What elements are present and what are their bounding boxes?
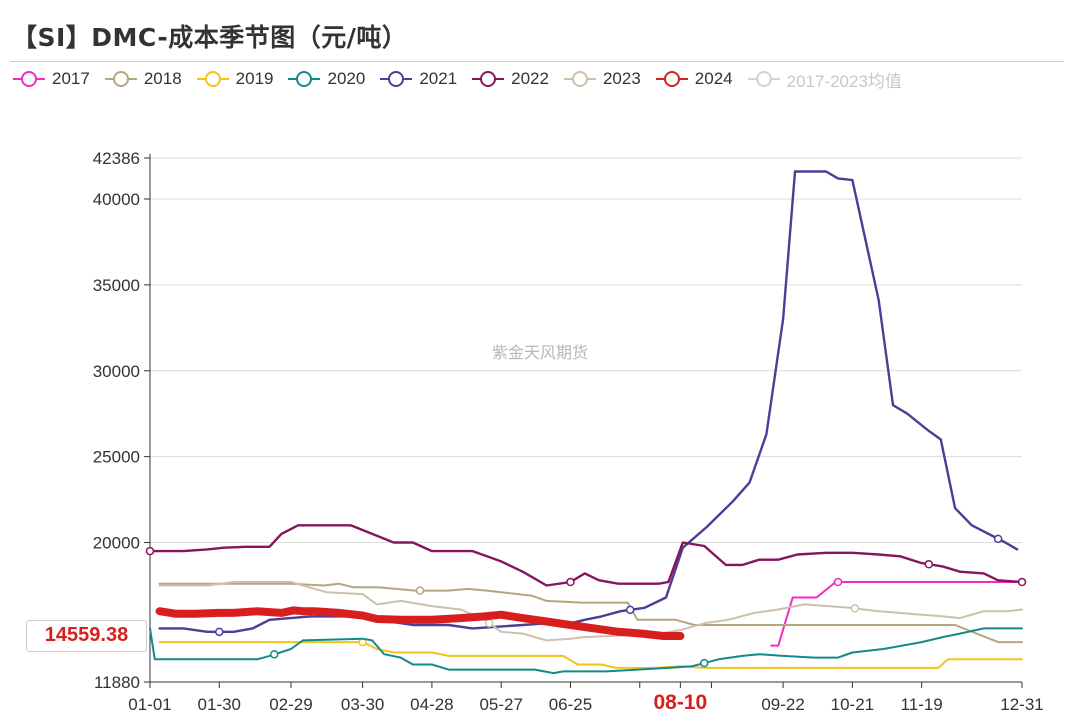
y-tick-label: 35000 [93, 276, 140, 295]
legend-item-2020[interactable]: 2020 [287, 69, 365, 89]
series-point-2021[interactable] [215, 627, 224, 637]
series-2018 [158, 582, 1023, 644]
series-line-2018[interactable] [158, 582, 1023, 644]
y-pointer-value: 14559.38 [44, 624, 129, 647]
x-tick-label: 09-22 [761, 695, 804, 714]
x-tick-label: 12-31 [1000, 695, 1043, 714]
series-2023 [158, 581, 1023, 642]
series-line-2020[interactable] [149, 627, 1023, 675]
series-point-2018[interactable] [415, 586, 425, 595]
y-axis: 11880 20000 25000 30000 35000 40000 42386 [93, 149, 151, 692]
legend-label: 2017-2023均值 [786, 71, 902, 91]
y-tick-label: 40000 [93, 190, 140, 209]
legend-label: 2017 [52, 69, 90, 88]
legend-line-marker-icon [747, 71, 780, 87]
legend-item-2023[interactable]: 2023 [563, 69, 641, 89]
series-line-2019[interactable] [158, 641, 1023, 669]
legend-item-2017-2023均值[interactable]: 2017-2023均值 [747, 67, 902, 92]
series-2017 [770, 577, 1023, 647]
legend-label: 2020 [327, 69, 366, 88]
title-divider [10, 61, 1064, 62]
series-line-2021[interactable] [158, 170, 1019, 633]
legend-line-marker-icon [472, 71, 505, 87]
grid-lines [150, 157, 1022, 544]
y-tick-label: 20000 [93, 534, 140, 553]
legend-line-marker-icon [380, 71, 413, 87]
legend-line-marker-icon [196, 71, 229, 87]
legend-item-2018[interactable]: 2018 [104, 69, 182, 89]
chart-title: 【SI】DMC-成本季节图（元/吨） [12, 23, 408, 52]
x-tick-label: 04-28 [410, 695, 453, 714]
legend-item-2021[interactable]: 2021 [379, 69, 457, 89]
x-pointer-bg [634, 688, 727, 718]
series-line-2017[interactable] [770, 581, 1023, 647]
series-line-2022[interactable] [148, 524, 1024, 587]
x-tick-label: 05-27 [479, 695, 522, 714]
series-point-2021[interactable] [625, 605, 635, 615]
series-group [145, 170, 1027, 675]
legend-item-2017[interactable]: 2017 [12, 69, 90, 89]
x-axis: 01-0101-3002-2903-3004-2805-2706-250909-… [128, 681, 1044, 714]
legend-label: 2021 [419, 69, 458, 88]
series-point-2020[interactable] [269, 650, 279, 659]
chart-legend: 2017 2018 2019 2020 2021 2022 2023 2024 2017-202… [12, 66, 916, 92]
series-2019 [158, 637, 1023, 669]
legend-label: 2022 [511, 69, 549, 88]
legend-item-2024[interactable]: 2024 [655, 69, 733, 89]
x-tick-label: 06-25 [549, 695, 592, 714]
series-2021 [158, 170, 1019, 637]
series-line-2023[interactable] [158, 581, 1023, 642]
series-line-2024[interactable] [155, 606, 685, 640]
series-point-2023[interactable] [850, 604, 860, 613]
y-tick-label: 42386 [93, 149, 140, 168]
legend-line-marker-icon [104, 71, 137, 87]
legend-item-2022[interactable]: 2022 [471, 69, 549, 89]
legend-label: 2018 [143, 69, 182, 88]
series-point-2022[interactable] [924, 560, 934, 569]
x-tick-label: 03-30 [341, 695, 384, 714]
y-tick-label: 11880 [94, 673, 140, 692]
x-tick-label: 01-30 [198, 695, 241, 714]
series-2022 [145, 524, 1027, 587]
legend-line-marker-icon [655, 71, 688, 87]
series-point-2023[interactable] [484, 619, 494, 628]
x-tick-label: 02-29 [269, 695, 312, 714]
series-2020 [149, 627, 1023, 675]
series-point-2022[interactable] [566, 577, 575, 587]
legend-line-marker-icon [563, 71, 596, 87]
legend-item-2019[interactable]: 2019 [196, 69, 274, 89]
legend-label: 2019 [235, 69, 274, 88]
y-pointer-label: 14559.38 [26, 619, 147, 652]
x-pointer-label: 08-10 [653, 691, 708, 714]
series-point-2021[interactable] [993, 534, 1003, 544]
x-tick-label: 11-19 [901, 695, 943, 714]
legend-line-marker-icon [13, 71, 45, 87]
x-tick-label: 01-01 [128, 695, 171, 714]
legend-label: 2024 [694, 69, 733, 88]
series-point-2017[interactable] [833, 577, 843, 587]
x-tick-label: 10-21 [831, 695, 874, 714]
y-tick-label: 30000 [93, 362, 140, 381]
series-point-2022[interactable] [1017, 577, 1027, 587]
series-2024 [155, 606, 685, 640]
watermark: 紫金天风期货 [492, 343, 588, 362]
series-point-2020[interactable] [700, 658, 709, 668]
y-tick-label: 25000 [93, 448, 140, 467]
series-point-2022[interactable] [145, 546, 155, 556]
legend-label: 2023 [602, 69, 641, 88]
legend-line-marker-icon [288, 71, 321, 87]
